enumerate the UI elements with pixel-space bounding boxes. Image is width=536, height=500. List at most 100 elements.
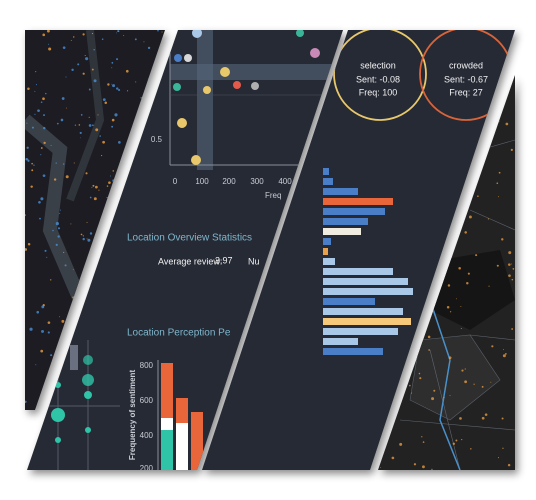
map-light bbox=[43, 126, 46, 130]
map-light bbox=[112, 179, 116, 183]
panel-sentiment bbox=[202, 30, 515, 470]
bar bbox=[323, 338, 358, 345]
map-light bbox=[77, 63, 80, 66]
y-tick-label: 800 bbox=[140, 361, 154, 370]
map-light bbox=[497, 120, 500, 123]
map-light bbox=[461, 438, 463, 441]
dot bbox=[184, 54, 192, 62]
bar bbox=[323, 278, 408, 285]
map-light bbox=[61, 334, 65, 338]
map-light bbox=[88, 124, 92, 127]
map-light bbox=[91, 68, 94, 71]
map-light bbox=[50, 354, 53, 357]
sentiment-panel: selection Sent: -0.08 Freq: 100 crowded … bbox=[323, 30, 513, 355]
panel-charts bbox=[27, 30, 343, 470]
map-light bbox=[47, 331, 50, 334]
map-light bbox=[498, 196, 500, 198]
map-light bbox=[40, 349, 44, 353]
map-light bbox=[460, 306, 462, 307]
map-light bbox=[74, 124, 77, 126]
bar bbox=[323, 318, 411, 325]
map-light bbox=[159, 60, 163, 63]
map-light bbox=[92, 184, 95, 187]
map-light bbox=[158, 68, 161, 71]
map-light bbox=[502, 85, 505, 88]
map-light bbox=[108, 181, 111, 184]
bubble-freq: Freq: 100 bbox=[359, 87, 398, 97]
map-light bbox=[483, 132, 485, 135]
map-light bbox=[40, 101, 43, 103]
map-light bbox=[161, 31, 163, 33]
crosshair-v bbox=[197, 30, 213, 170]
dot bbox=[310, 48, 320, 58]
map-light bbox=[38, 201, 41, 204]
bar bbox=[176, 423, 188, 470]
map-light bbox=[86, 221, 88, 223]
y-tick-label: 600 bbox=[140, 396, 154, 405]
bar bbox=[323, 268, 393, 275]
map-light bbox=[508, 251, 512, 255]
map-light bbox=[39, 217, 41, 220]
map-light bbox=[477, 174, 479, 176]
map-light bbox=[59, 316, 61, 318]
x-tick-label: 200 bbox=[222, 177, 236, 186]
map-light bbox=[61, 319, 65, 323]
map-light bbox=[487, 218, 489, 220]
map-light bbox=[102, 98, 106, 102]
map-light bbox=[431, 468, 433, 470]
map-light bbox=[109, 175, 111, 177]
map-light bbox=[25, 214, 26, 217]
map-light bbox=[117, 30, 120, 33]
map-light bbox=[496, 182, 499, 185]
map-light bbox=[40, 147, 43, 149]
strip-plot bbox=[40, 340, 120, 470]
map-light bbox=[125, 69, 129, 73]
dot bbox=[251, 82, 259, 90]
map-light bbox=[78, 124, 81, 126]
map-light bbox=[115, 177, 118, 181]
map-light bbox=[101, 154, 103, 157]
x-axis-label: Freq bbox=[265, 191, 281, 200]
map-light bbox=[72, 269, 74, 271]
map-light bbox=[111, 83, 113, 85]
map-light bbox=[485, 136, 488, 139]
map-light bbox=[46, 256, 48, 258]
map-light bbox=[31, 126, 34, 129]
map-light bbox=[455, 298, 457, 300]
map-light bbox=[470, 448, 472, 450]
region bbox=[430, 250, 515, 330]
map-light bbox=[27, 87, 30, 90]
dot bbox=[55, 382, 61, 388]
map-light bbox=[48, 47, 52, 51]
map-light bbox=[46, 30, 50, 33]
map-light bbox=[455, 439, 458, 442]
dot bbox=[173, 83, 181, 91]
map-light bbox=[101, 224, 104, 228]
map-light bbox=[481, 385, 484, 388]
dot bbox=[233, 81, 241, 89]
map-light bbox=[70, 39, 72, 41]
map-light bbox=[409, 384, 411, 387]
map-light bbox=[102, 244, 104, 247]
map-light bbox=[53, 178, 57, 181]
bar bbox=[323, 328, 398, 335]
river bbox=[429, 299, 461, 470]
dot bbox=[84, 391, 92, 399]
bar bbox=[323, 168, 329, 175]
map-light bbox=[29, 327, 33, 331]
map-light bbox=[446, 306, 450, 309]
crosshair-h bbox=[170, 64, 343, 80]
map-light bbox=[467, 272, 470, 275]
map-light bbox=[57, 227, 61, 230]
y-tick-label: 200 bbox=[140, 464, 154, 473]
map-light bbox=[56, 122, 59, 125]
map-light bbox=[417, 326, 420, 329]
map-light bbox=[458, 266, 461, 270]
map-light bbox=[63, 251, 65, 254]
map-light bbox=[116, 58, 119, 61]
map-light bbox=[42, 33, 46, 37]
bar bbox=[323, 308, 403, 315]
map-light bbox=[83, 283, 88, 287]
map-light bbox=[511, 278, 514, 281]
map-light bbox=[45, 92, 47, 95]
